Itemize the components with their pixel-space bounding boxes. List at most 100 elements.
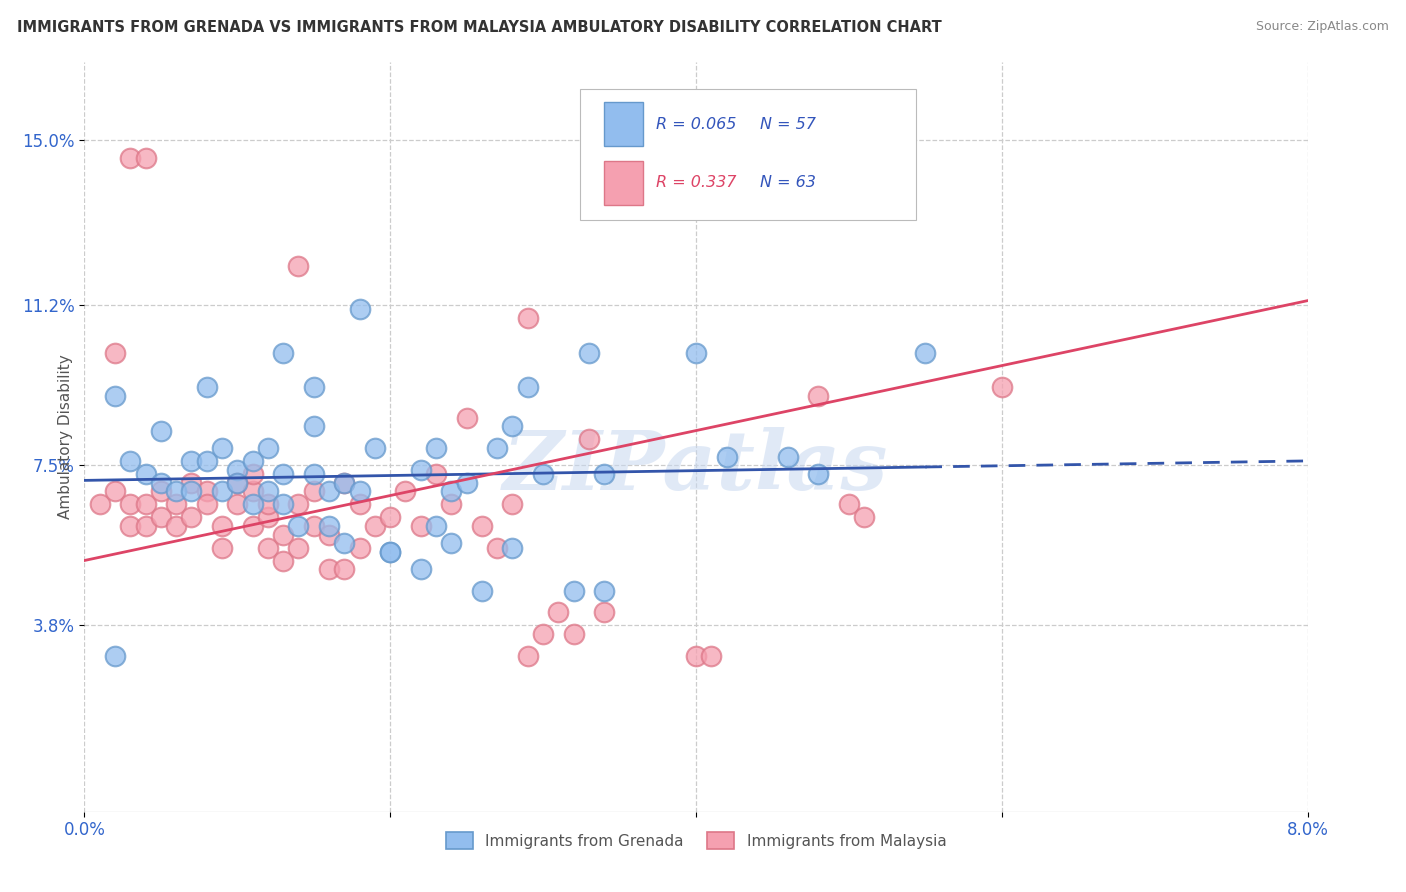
Point [380,545,402,559]
Point [149,475,172,490]
Point [302,467,325,481]
Y-axis label: Ambulatory Disability: Ambulatory Disability [58,355,73,519]
FancyBboxPatch shape [579,88,917,219]
Point [440,536,463,550]
Point [180,510,202,524]
Point [271,467,294,481]
Point [120,454,142,468]
Point [547,606,569,620]
Text: IMMIGRANTS FROM GRENADA VS IMMIGRANTS FROM MALAYSIA AMBULATORY DISABILITY CORREL: IMMIGRANTS FROM GRENADA VS IMMIGRANTS FR… [17,20,942,35]
Point [149,510,172,524]
Point [578,432,600,446]
Point [242,454,264,468]
Point [135,467,157,481]
Point [135,151,157,165]
Point [700,648,723,663]
Text: N = 63: N = 63 [759,175,815,190]
Point [593,467,616,481]
Text: N = 57: N = 57 [759,117,815,132]
Point [242,484,264,499]
Point [425,467,447,481]
Point [853,510,876,524]
Text: ZIPatlas: ZIPatlas [503,427,889,507]
Point [914,345,936,359]
Point [257,441,280,455]
Point [165,497,187,511]
Point [135,497,157,511]
Point [502,541,524,555]
Point [456,410,478,425]
Point [394,484,416,499]
Point [425,519,447,533]
Point [318,519,340,533]
Point [242,519,264,533]
Point [593,606,616,620]
Point [165,484,187,499]
Point [242,497,264,511]
Point [211,519,233,533]
Point [409,519,432,533]
Point [242,467,264,481]
Point [471,519,494,533]
Point [89,497,111,511]
Point [380,545,402,559]
Point [287,519,309,533]
Point [409,462,432,476]
Point [180,484,202,499]
Point [333,475,356,490]
Point [120,497,142,511]
Point [425,441,447,455]
Point [349,497,371,511]
Point [531,467,554,481]
Point [409,562,432,576]
Point [302,484,325,499]
Point [226,462,249,476]
Point [333,536,356,550]
Point [287,259,309,273]
Point [516,648,538,663]
Point [257,510,280,524]
Point [502,497,524,511]
Point [195,484,218,499]
Point [226,497,249,511]
Point [120,519,142,533]
Point [364,441,387,455]
Point [516,380,538,394]
Point [165,519,187,533]
Point [685,345,707,359]
Point [211,541,233,555]
Point [440,484,463,499]
Point [226,475,249,490]
Point [104,389,127,403]
Point [807,389,830,403]
Point [333,475,356,490]
Point [195,454,218,468]
Point [807,467,830,481]
Point [991,380,1014,394]
Point [302,419,325,434]
Point [578,345,600,359]
Point [333,562,356,576]
Point [211,484,233,499]
Point [516,310,538,325]
Point [257,497,280,511]
Point [104,484,127,499]
Point [562,583,585,598]
Point [180,475,202,490]
Point [271,553,294,567]
Point [486,541,509,555]
Point [226,475,249,490]
Point [180,454,202,468]
Point [531,627,554,641]
Point [135,519,157,533]
Point [271,527,294,541]
Point [380,510,402,524]
Text: R = 0.065: R = 0.065 [655,117,735,132]
Point [318,527,340,541]
Point [349,484,371,499]
Point [302,519,325,533]
Point [104,345,127,359]
Point [776,450,799,464]
Point [716,450,738,464]
Point [364,519,387,533]
